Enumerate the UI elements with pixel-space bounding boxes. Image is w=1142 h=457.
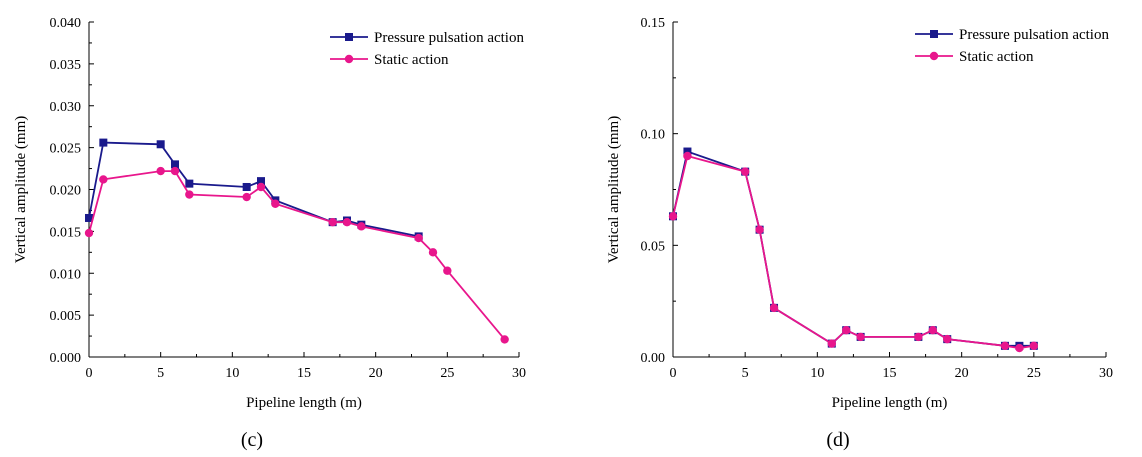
x-tick-label: 20 [369,366,383,381]
y-tick-label: 0.025 [50,142,82,157]
data-point-circle [914,332,923,342]
y-tick-label: 0.015 [50,225,82,240]
x-tick-label: 5 [157,366,164,381]
data-point-square [242,182,251,191]
data-point-circle [683,151,692,161]
data-point-circle [943,334,952,344]
x-tick-label: 25 [1027,366,1041,381]
series-0 [85,138,423,241]
panel-label: (d) [826,429,849,451]
series-line [672,154,1034,350]
data-point-square [257,177,265,186]
legend: Pressure pulsation action Static action [915,27,1109,65]
legend-marker-circle [344,54,354,64]
data-point-circle [271,199,280,208]
data-point-square [171,160,179,169]
y-tick-label: 0.000 [50,351,82,366]
x-tick-label: 0 [670,366,677,381]
y-axis-label: Vertical amplitude (mm) [13,116,29,263]
data-point-circle [99,175,108,184]
data-point-circle [256,182,266,192]
data-point-circle [156,166,165,176]
x-tick-label: 30 [1099,366,1113,381]
data-point-square [185,179,194,188]
y-tick-label: 0.15 [641,16,666,31]
data-point-circle [84,228,94,238]
data-point-circle [755,225,764,234]
data-point-circle [414,233,423,243]
legend-label: Static action [374,52,449,68]
y-tick-label: 0.005 [50,309,82,324]
legend-label: Pressure pulsation action [374,30,524,46]
y-tick-label: 0.10 [641,128,666,143]
data-point-square [85,213,93,222]
x-tick-label: 5 [742,366,749,381]
data-point-square [99,138,108,147]
y-tick-label: 0.020 [50,184,82,199]
x-tick-label: 0 [86,366,93,381]
panel-label: (c) [241,429,263,451]
x-tick-label: 15 [297,366,311,381]
series-0 [669,147,1038,350]
series-line [88,170,506,340]
x-tick-label: 15 [883,366,897,381]
data-point-square [683,147,692,156]
legend-marker-square [930,30,938,38]
x-tick-label: 10 [810,366,824,381]
data-point-circle [170,166,180,176]
data-point-circle [1015,343,1024,353]
legend-marker-square [345,33,353,41]
y-tick-label: 0.05 [641,239,666,254]
y-tick-label: 0.030 [50,100,82,115]
series-1 [668,151,1039,353]
data-point-circle [769,303,779,313]
legend-label: Pressure pulsation action [959,27,1109,43]
data-point-circle [740,167,750,176]
y-tick-label: 0.035 [50,58,82,73]
data-point-circle [185,190,194,199]
x-tick-label: 30 [512,366,526,381]
data-point-square [156,140,165,149]
data-point-circle [342,217,352,227]
x-tick-label: 10 [225,366,239,381]
data-point-circle [1000,341,1010,351]
data-point-circle [443,266,452,275]
chart-panel-0: 0 5 10 15 20 25 30 0.000 0.005 0.010 0.015 0.020 0.0… [13,16,526,451]
series-line [672,150,1034,347]
y-axis-label: Vertical amplitude (mm) [606,116,622,263]
data-point-circle [842,326,851,335]
data-point-circle [242,192,251,202]
data-point-circle [428,248,438,257]
chart-panel-1: 0 5 10 15 20 25 30 0.00 0.05 0.10 0.15 Pipeline len… [606,16,1113,451]
x-tick-label: 25 [440,366,454,381]
x-tick-label: 20 [955,366,969,381]
data-point-circle [668,212,678,221]
data-point-circle [856,332,865,342]
x-axis-label: Pipeline length (m) [246,395,362,411]
data-point-circle [827,339,836,348]
x-axis-label: Pipeline length (m) [832,395,948,411]
y-tick-label: 0.00 [641,351,666,366]
legend-label: Static action [959,49,1034,65]
data-point-circle [1029,341,1039,351]
y-tick-label: 0.040 [50,16,82,31]
data-point-circle [928,326,937,335]
series-line [88,141,419,238]
data-point-circle [328,217,337,227]
data-point-circle [500,335,509,344]
series-1 [84,166,509,344]
y-tick-label: 0.010 [50,267,82,282]
data-point-circle [357,222,366,231]
legend: Pressure pulsation action Static action [330,30,524,68]
legend-marker-circle [929,51,939,61]
